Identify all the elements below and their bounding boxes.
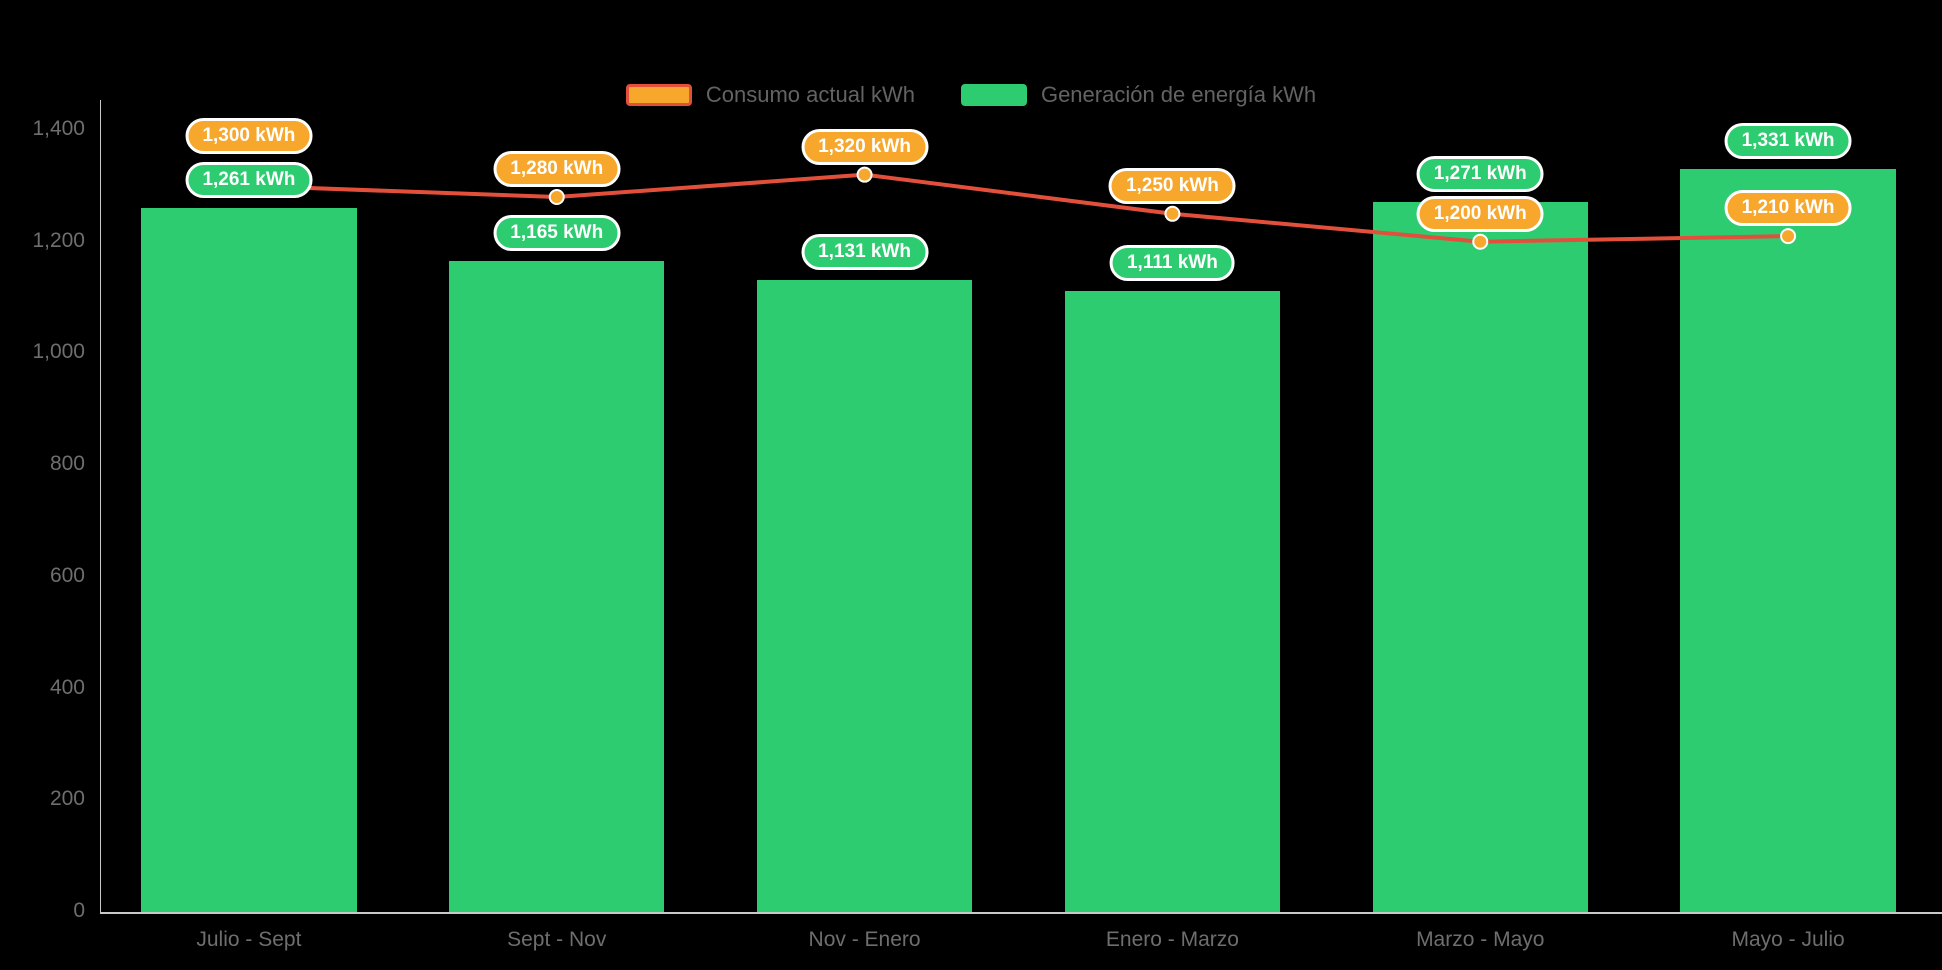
y-tick-label: 1,200 xyxy=(32,228,85,252)
y-tick-label: 1,000 xyxy=(32,340,85,364)
y-tick-label: 0 xyxy=(73,899,85,922)
x-axis-label: Nov - Enero xyxy=(808,928,921,951)
data-label-generacion: 1,131 kWh xyxy=(801,234,929,271)
data-label-consumo: 1,280 kWh xyxy=(493,151,621,188)
data-label-generacion: 1,165 kWh xyxy=(493,215,621,252)
bar-generacion[interactable] xyxy=(1372,202,1588,912)
legend-item-generacion[interactable]: Generación de energía kWh xyxy=(960,82,1317,108)
consumo-line-marker[interactable] xyxy=(1164,205,1181,222)
y-axis-line xyxy=(100,100,101,914)
x-axis-label: Mayo - Julio xyxy=(1731,928,1845,951)
bar-generacion[interactable] xyxy=(141,207,357,912)
legend-label-generacion: Generación de energía kWh xyxy=(1040,82,1317,107)
bar-generacion[interactable] xyxy=(1680,168,1896,912)
data-label-consumo: 1,200 kWh xyxy=(1416,195,1544,232)
legend-label-consumo: Consumo actual kWh xyxy=(705,82,915,107)
consumo-line-marker[interactable] xyxy=(856,166,873,183)
x-axis-line xyxy=(100,912,1942,914)
x-axis-label: Julio - Sept xyxy=(196,928,302,951)
y-tick-label: 400 xyxy=(49,675,85,699)
x-axis-label: Enero - Marzo xyxy=(1105,928,1239,951)
bar-generacion[interactable] xyxy=(449,261,665,912)
data-label-consumo: 1,210 kWh xyxy=(1724,190,1852,227)
bar-generacion[interactable] xyxy=(756,280,973,912)
y-tick-label: 1,400 xyxy=(32,117,85,140)
x-axis-label: Marzo - Mayo xyxy=(1416,928,1545,951)
data-label-generacion: 1,331 kWh xyxy=(1724,122,1852,159)
x-axis-label: Sept - Nov xyxy=(507,928,607,951)
consumo-line-marker[interactable] xyxy=(548,189,565,206)
data-label-consumo: 1,250 kWh xyxy=(1108,167,1236,204)
legend-swatch-generacion-icon xyxy=(960,84,1027,106)
chart-legend: Consumo actual kWh Generación de energía… xyxy=(0,82,1942,108)
legend-item-consumo[interactable]: Consumo actual kWh xyxy=(625,82,915,108)
y-tick-label: 200 xyxy=(49,787,85,811)
data-label-generacion: 1,111 kWh xyxy=(1109,245,1235,282)
data-label-consumo: 1,300 kWh xyxy=(185,117,313,154)
bar-generacion[interactable] xyxy=(1064,291,1281,912)
data-label-generacion: 1,261 kWh xyxy=(185,161,313,198)
legend-swatch-consumo-icon xyxy=(625,84,692,106)
y-tick-label: 800 xyxy=(49,452,85,476)
y-tick-label: 600 xyxy=(49,563,85,587)
data-label-generacion: 1,271 kWh xyxy=(1416,156,1544,193)
data-label-consumo: 1,320 kWh xyxy=(801,128,929,165)
